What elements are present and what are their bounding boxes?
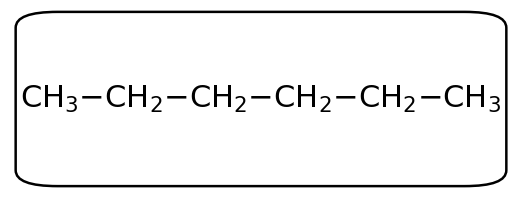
Text: $\mathsf{CH_3{-}CH_2{-}CH_2{-}CH_2{-}CH_2{-}CH_3}$: $\mathsf{CH_3{-}CH_2{-}CH_2{-}CH_2{-}CH_… — [20, 83, 502, 115]
FancyBboxPatch shape — [16, 12, 506, 186]
